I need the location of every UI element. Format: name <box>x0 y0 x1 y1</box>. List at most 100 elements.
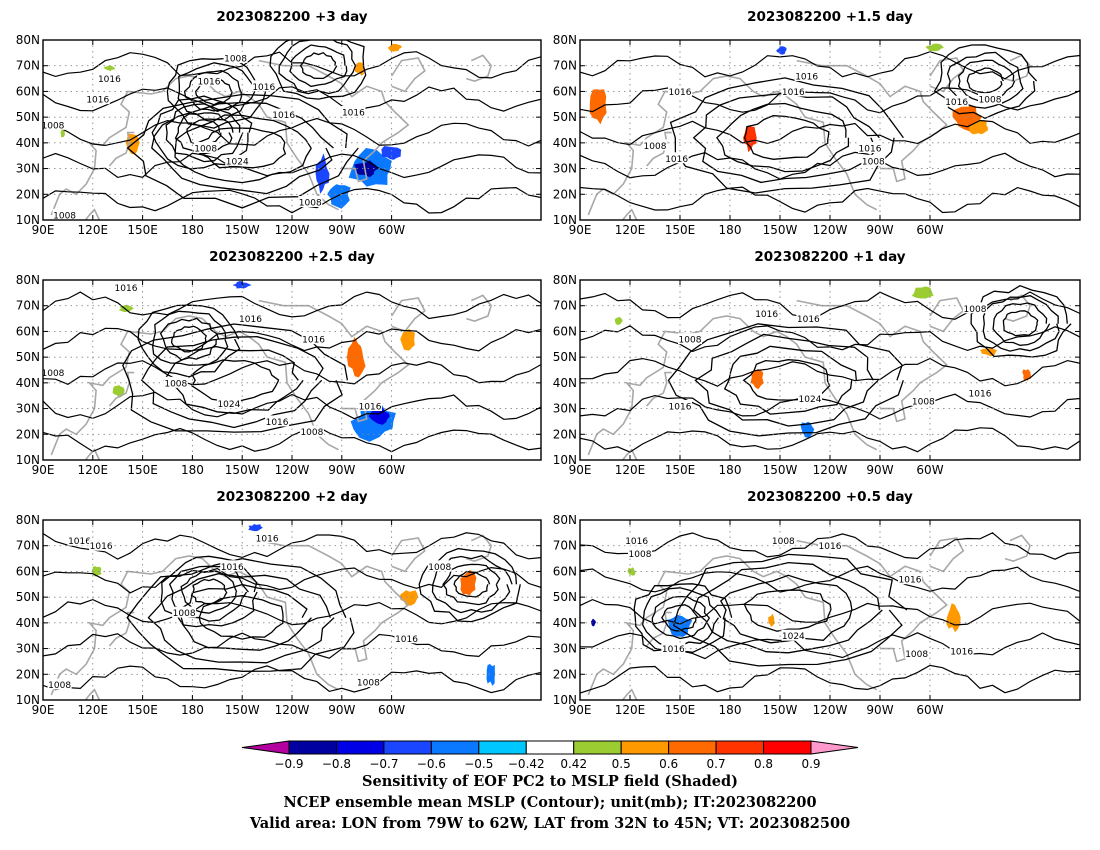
isobar-contour <box>177 62 256 121</box>
isobar-contour <box>43 86 541 113</box>
y-tick-label: 80N <box>553 273 577 287</box>
coastline <box>108 371 135 407</box>
y-tick-label: 30N <box>16 642 40 656</box>
x-tick-label: 60W <box>378 223 405 237</box>
contour-label: 1008 <box>224 55 247 65</box>
x-tick-label: 90E <box>569 463 592 477</box>
contour-label: 1008 <box>357 679 380 689</box>
y-tick-label: 30N <box>553 162 577 176</box>
y-tick-label: 80N <box>553 513 577 527</box>
isobar-contour <box>692 561 883 654</box>
isobar-contour <box>580 51 1080 80</box>
isobar-contour <box>126 557 355 672</box>
y-tick-label: 80N <box>553 33 577 47</box>
contour-label: 1016 <box>969 390 992 400</box>
coastline <box>84 208 101 220</box>
isobar-contour <box>442 563 501 606</box>
colorbar-tick-label: −0.42 <box>508 757 545 771</box>
y-tick-label: 50N <box>16 110 40 124</box>
x-tick-label: 120E <box>615 463 646 477</box>
contour-label-bg <box>85 93 110 105</box>
x-tick-label: 120W <box>275 703 310 717</box>
colorbar-arrow-left <box>241 740 290 755</box>
shading-blob <box>387 43 402 52</box>
coastline <box>108 611 135 647</box>
x-tick-label: 150W <box>763 463 798 477</box>
shading-blob <box>112 385 125 398</box>
coastline <box>621 448 638 460</box>
colorbar-tick-label: −0.5 <box>464 757 493 771</box>
contour-label: 1024 <box>226 157 249 167</box>
y-tick-label: 50N <box>553 110 577 124</box>
x-tick-label: 120W <box>813 223 848 237</box>
contour-label: 1016 <box>662 645 685 655</box>
isobar-contour <box>43 425 541 453</box>
contour-label: 1008 <box>42 369 65 379</box>
shading-blob <box>925 43 944 52</box>
y-tick-label: 30N <box>16 162 40 176</box>
contour-label: 1016 <box>859 145 882 155</box>
contour-label-bg <box>47 678 72 690</box>
colorbar-arrow-right <box>810 740 859 755</box>
contour-label: 1008 <box>428 563 451 573</box>
contour-label-bg <box>89 539 114 551</box>
x-tick-label: 180 <box>181 463 204 477</box>
x-tick-label: 150W <box>225 223 260 237</box>
coastline <box>466 54 493 82</box>
contour-label: 1008 <box>164 379 187 389</box>
contour-label-bg <box>255 532 280 543</box>
coastline <box>466 534 493 562</box>
contour-label-bg <box>114 281 138 293</box>
y-tick-label: 40N <box>553 616 577 630</box>
isobar-contour <box>580 664 1080 694</box>
shading-blob <box>627 567 636 576</box>
isobar-contour <box>170 325 207 353</box>
contour-label: 1016 <box>342 109 365 119</box>
shading-blob <box>750 368 764 390</box>
contour-label: 1008 <box>42 121 65 131</box>
shading-blob <box>1022 369 1031 381</box>
isobar-contour <box>982 295 1060 352</box>
x-tick-label: 60W <box>916 703 943 717</box>
colorbar-box <box>668 740 717 755</box>
y-tick-label: 70N <box>553 59 577 73</box>
y-tick-label: 40N <box>553 136 577 150</box>
y-tick-label: 70N <box>553 299 577 313</box>
y-tick-label: 50N <box>16 350 40 364</box>
x-tick-label: 150W <box>225 703 260 717</box>
plot-area: 1016 1016 1016 1008 1008 1024 1016 1008 1016 <box>42 280 541 460</box>
x-tick-label: 120E <box>78 223 109 237</box>
x-tick-label: 90E <box>569 703 592 717</box>
isobar-contour <box>669 77 904 194</box>
isobar-contour <box>299 51 338 80</box>
contour-label-bg <box>781 629 806 641</box>
isobar-contour <box>580 119 1080 146</box>
y-tick-label: 60N <box>553 324 577 338</box>
contour-label-bg <box>223 52 248 63</box>
contour-label: 1016 <box>98 75 121 85</box>
panel-title: 2023082200 +1.5 day <box>747 9 913 25</box>
contour-label: 1008 <box>299 199 322 209</box>
x-tick-label: 150W <box>763 703 798 717</box>
shading-blob <box>589 89 607 125</box>
contour-label-bg <box>771 534 796 546</box>
isobar-contour <box>137 304 241 378</box>
y-tick-label: 20N <box>16 427 40 441</box>
colorbar-box <box>525 740 575 755</box>
contour-label: 1016 <box>90 542 113 552</box>
panel-title: 2023082200 +0.5 day <box>747 489 913 505</box>
x-tick-label: 180 <box>719 463 742 477</box>
contour-label-bg <box>858 142 882 153</box>
isobar-contour <box>580 186 1080 214</box>
coastline <box>621 208 638 220</box>
isobar-contour <box>43 391 541 420</box>
y-tick-label: 60N <box>553 84 577 98</box>
colorbar-tick-label: −0.8 <box>322 757 351 771</box>
contour-label: 1008 <box>300 428 323 438</box>
contour-label: 1016 <box>669 88 692 98</box>
x-tick-label: 120E <box>78 463 109 477</box>
coastline <box>1004 534 1031 562</box>
